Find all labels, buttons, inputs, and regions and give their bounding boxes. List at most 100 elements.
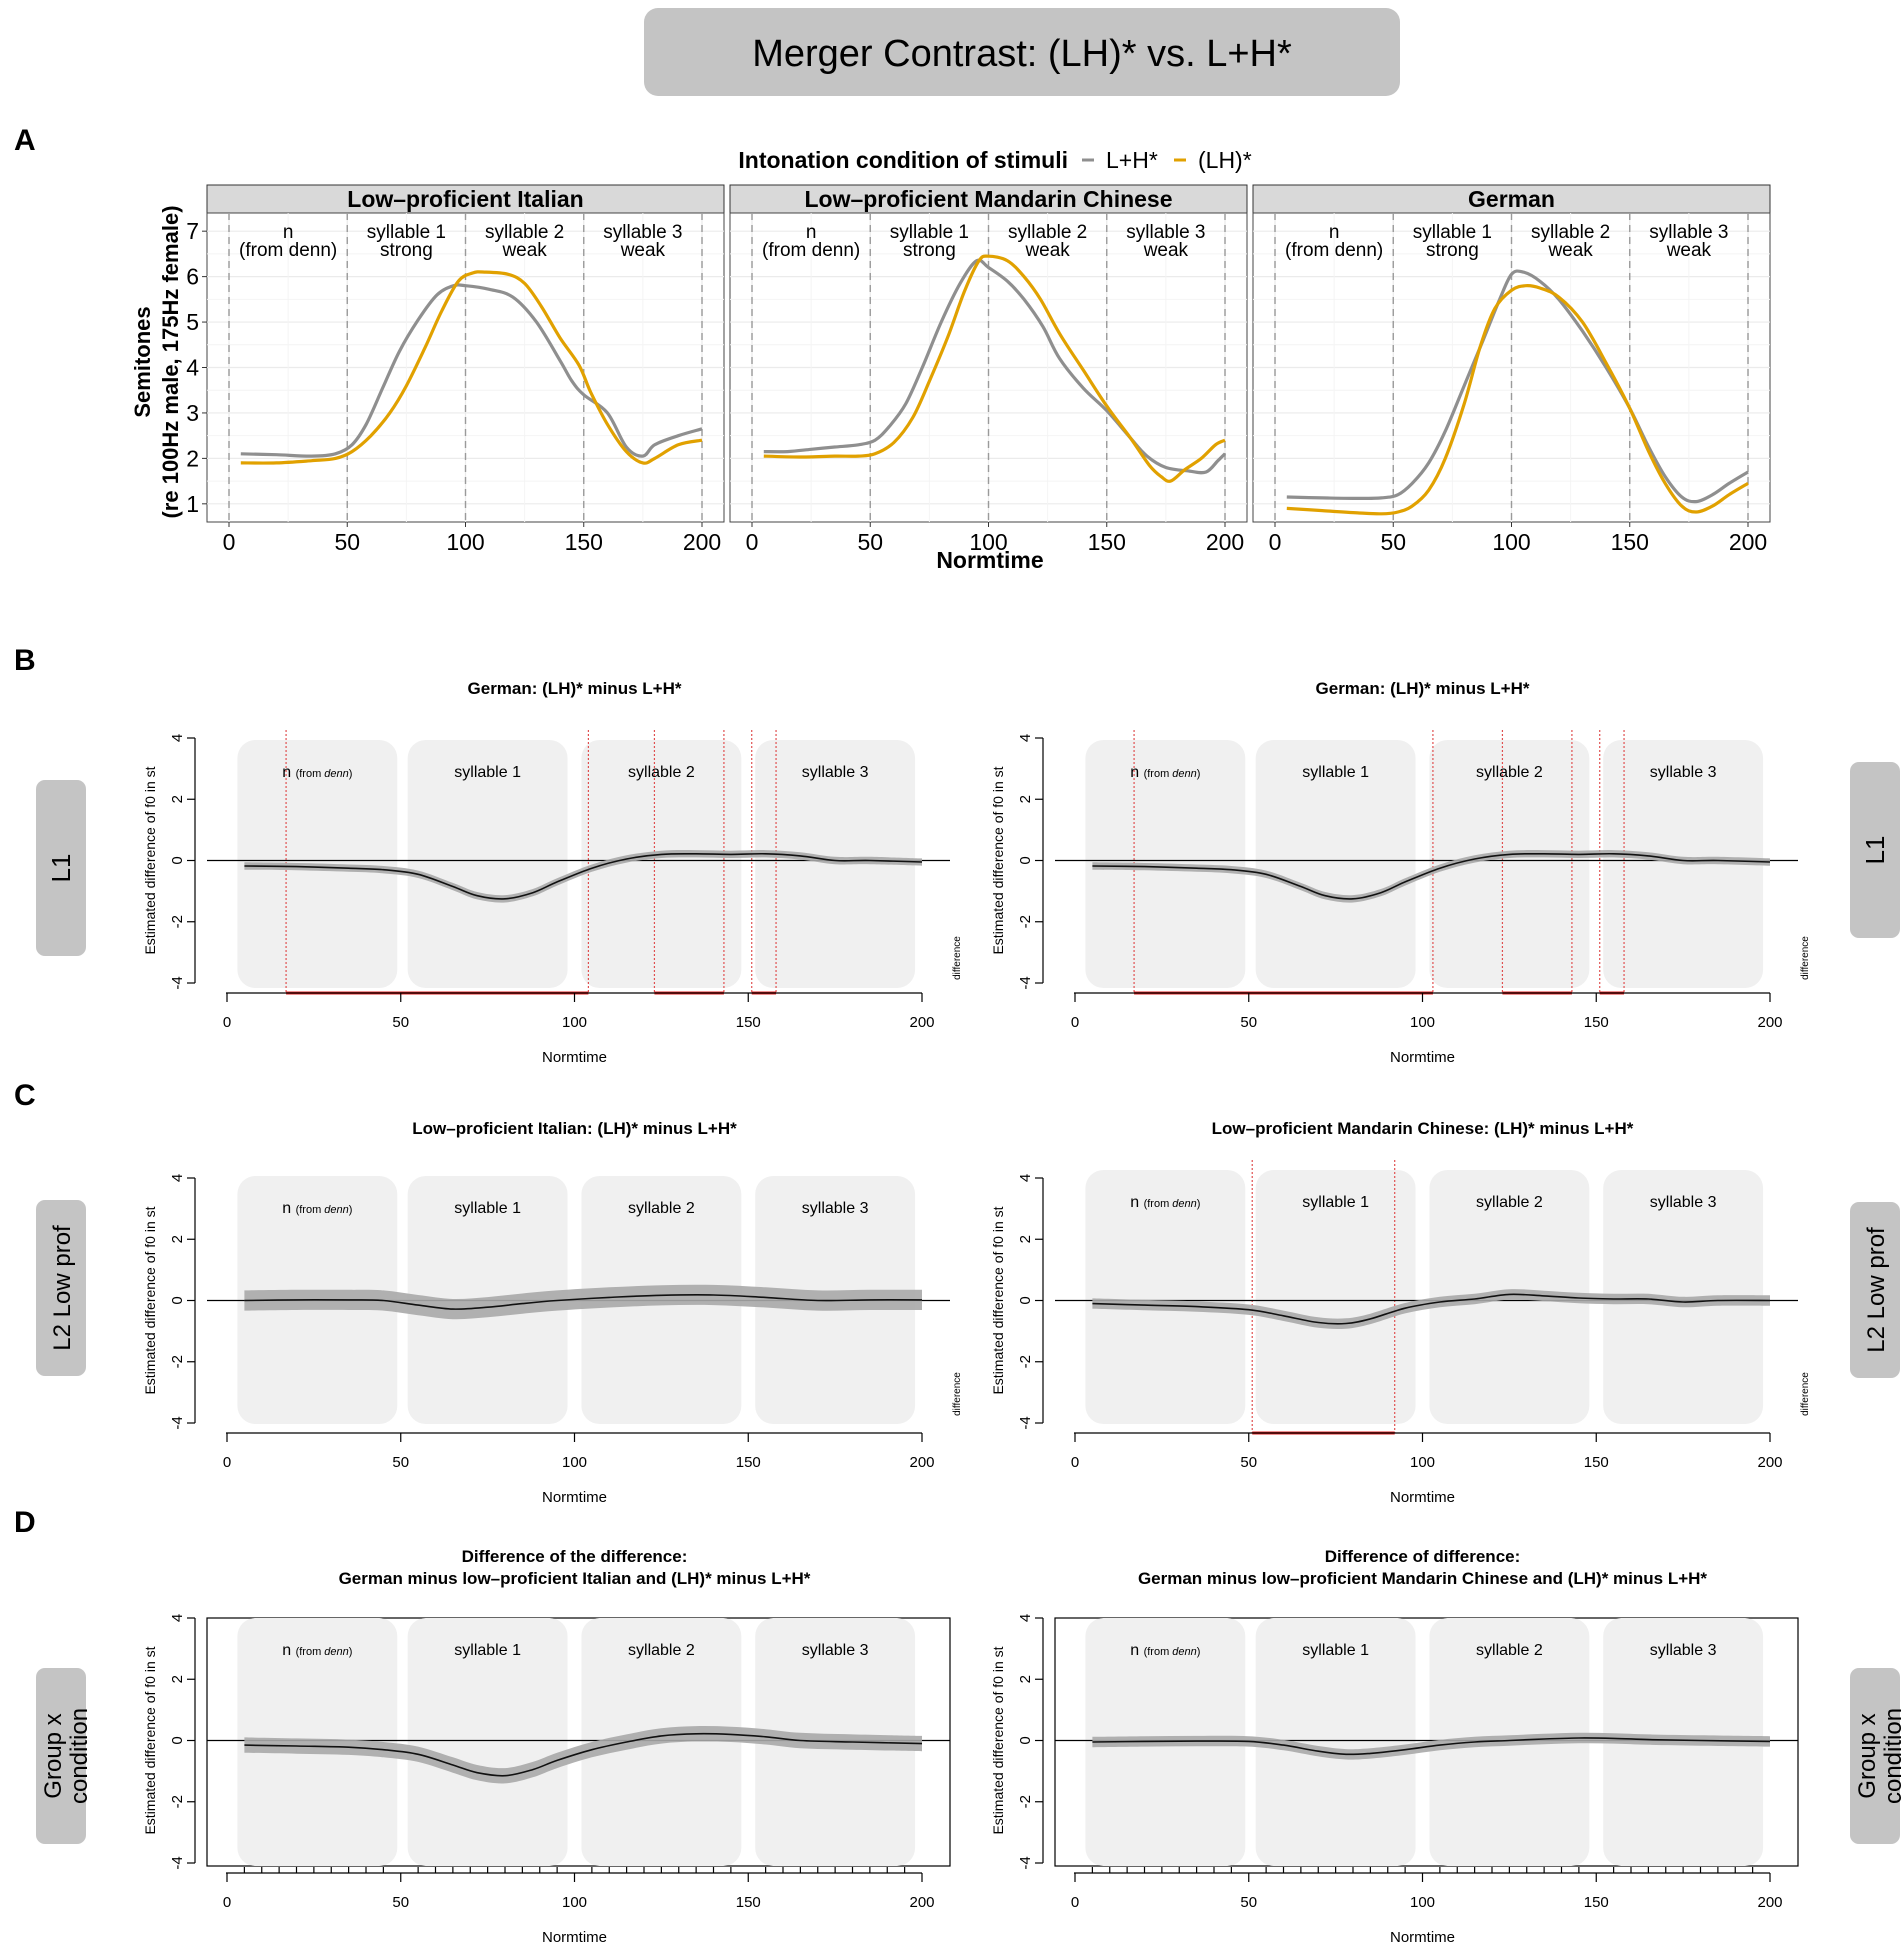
- facet-title: Low–proficient Mandarin Chinese: [804, 186, 1172, 212]
- x-tick-label: 200: [1757, 1014, 1782, 1031]
- syllable-region: [1255, 1618, 1416, 1866]
- diff-plot-italian: Low–proficient Italian: (LH)* minus L+H*…: [142, 1119, 963, 1506]
- x-tick-label: 0: [1071, 1014, 1079, 1031]
- syllable-label: syllable 1: [1302, 1194, 1369, 1211]
- y-tick-label: 0: [169, 856, 186, 864]
- x-tick-label: 0: [1269, 529, 1282, 555]
- segment-sublabel: strong: [903, 240, 956, 261]
- y-tick-label: 2: [1017, 795, 1034, 803]
- segment-label: syllable 1: [1413, 222, 1492, 243]
- segment-sublabel: strong: [1426, 240, 1479, 261]
- x-tick-label: 150: [565, 529, 603, 555]
- y-tick-label: -2: [1017, 1795, 1034, 1808]
- syllable-label-n: n (from denn): [282, 764, 352, 781]
- syllable-label: syllable 3: [802, 764, 869, 781]
- plot-title: Difference of the difference:: [462, 1547, 688, 1566]
- segment-label: syllable 3: [1649, 222, 1728, 243]
- x-tick-label: 100: [562, 1894, 587, 1911]
- facet-title: Low–proficient Italian: [347, 186, 583, 212]
- y-axis-label: Estimated difference of f0 in st: [142, 1646, 158, 1834]
- panel-letter-a: A: [14, 124, 36, 157]
- segment-label: n: [283, 222, 294, 243]
- panel-letter-d: D: [14, 1506, 36, 1539]
- y-tick-label: 0: [1017, 1736, 1034, 1744]
- x-tick-label: 50: [392, 1894, 409, 1911]
- side-label-text: Group x: [1854, 1713, 1881, 1798]
- series-line-lh-star: [1286, 269, 1749, 504]
- syllable-region: [407, 1618, 568, 1866]
- y-tick-label: 4: [169, 1614, 186, 1622]
- x-tick-label: 150: [1584, 1454, 1609, 1471]
- syllable-label: syllable 1: [454, 1642, 521, 1659]
- segment-sublabel: (from denn): [1285, 240, 1383, 261]
- side-label-l1-left: L1: [36, 780, 86, 956]
- x-tick-label: 150: [736, 1454, 761, 1471]
- syllable-region: [407, 740, 568, 988]
- x-axis-label: Normtime: [1390, 1489, 1455, 1506]
- y-tick-label: 2: [1017, 1235, 1034, 1243]
- x-tick-label: 100: [562, 1454, 587, 1471]
- y-tick-label: 0: [1017, 856, 1034, 864]
- diff-plot-mandarin: Low–proficient Mandarin Chinese: (LH)* m…: [990, 1119, 1811, 1506]
- segment-sublabel: weak: [620, 240, 666, 261]
- x-tick-label: 150: [1611, 529, 1649, 555]
- syllable-label: syllable 1: [454, 764, 521, 781]
- y-tick-label: 4: [186, 355, 199, 381]
- y-tick-label: 3: [186, 400, 199, 426]
- x-tick-label: 150: [1584, 1014, 1609, 1031]
- y-tick-label: 2: [169, 1675, 186, 1683]
- x-tick-label: 0: [223, 1014, 231, 1031]
- confidence-band: [244, 1284, 922, 1320]
- x-tick-label: 200: [909, 1454, 934, 1471]
- syllable-region: [581, 740, 742, 988]
- side-difference-label: difference: [952, 936, 963, 980]
- x-tick-label: 200: [1757, 1894, 1782, 1911]
- diff-plot-german-right: German: (LH)* minus L+H* n (from denn) syl…: [990, 679, 1811, 1066]
- side-label-text-2: condition: [66, 1708, 93, 1804]
- y-axis-label: Estimated difference of f0 in st: [990, 1646, 1006, 1834]
- series-line-lh-merged: [240, 270, 703, 465]
- x-tick-label: 150: [736, 1014, 761, 1031]
- facet-title: German: [1468, 186, 1555, 212]
- x-tick-label: 200: [1729, 529, 1767, 555]
- plot-frame: [1054, 1617, 1799, 1867]
- x-tick-label: 100: [1492, 529, 1530, 555]
- side-label-l2-left: L2 Low prof: [36, 1200, 86, 1376]
- x-axis-label: Normtime: [542, 1929, 607, 1946]
- diff-plot-group-mandarin: Difference of difference: German minus lo…: [990, 1547, 1799, 1946]
- y-tick-label: -2: [169, 1795, 186, 1808]
- plot-title: German: (LH)* minus L+H*: [1316, 679, 1530, 698]
- y-tick-label: -4: [1017, 1856, 1034, 1869]
- side-label-l1-right: L1: [1850, 762, 1900, 938]
- y-tick-label: -4: [1017, 1416, 1034, 1429]
- segment-sublabel: weak: [1666, 240, 1712, 261]
- syllable-label: syllable 1: [1302, 764, 1369, 781]
- syllable-region: [1255, 740, 1416, 988]
- x-tick-label: 100: [969, 529, 1007, 555]
- confidence-band: [244, 1726, 922, 1784]
- side-difference-label: difference: [952, 1372, 963, 1416]
- x-tick-label: 50: [1240, 1454, 1257, 1471]
- estimate-line: [1092, 1737, 1771, 1756]
- x-axis-label: Normtime: [542, 1049, 607, 1066]
- side-label-text-2: condition: [1880, 1708, 1904, 1804]
- syllable-label-n: n (from denn): [282, 1200, 352, 1217]
- estimate-line: [1092, 1293, 1771, 1325]
- x-tick-label: 0: [1071, 1454, 1079, 1471]
- x-tick-label: 200: [1206, 529, 1244, 555]
- syllable-label: syllable 1: [454, 1200, 521, 1217]
- x-tick-label: 50: [334, 529, 360, 555]
- y-tick-label: -4: [1017, 976, 1034, 989]
- side-difference-label: difference: [1800, 936, 1811, 980]
- segment-sublabel: weak: [1024, 240, 1070, 261]
- y-axis-label: Estimated difference of f0 in st: [142, 766, 158, 954]
- diff-plot-german-left: German: (LH)* minus L+H* n (from denn) syl…: [142, 679, 963, 1066]
- x-tick-label: 50: [392, 1454, 409, 1471]
- syllable-label-n: n (from denn): [1130, 764, 1200, 781]
- x-axis-label: Normtime: [1390, 1929, 1455, 1946]
- plot-frame: [206, 1617, 951, 1867]
- x-tick-label: 50: [857, 529, 883, 555]
- y-tick-label: 2: [169, 1235, 186, 1243]
- syllable-label: syllable 2: [1476, 1194, 1543, 1211]
